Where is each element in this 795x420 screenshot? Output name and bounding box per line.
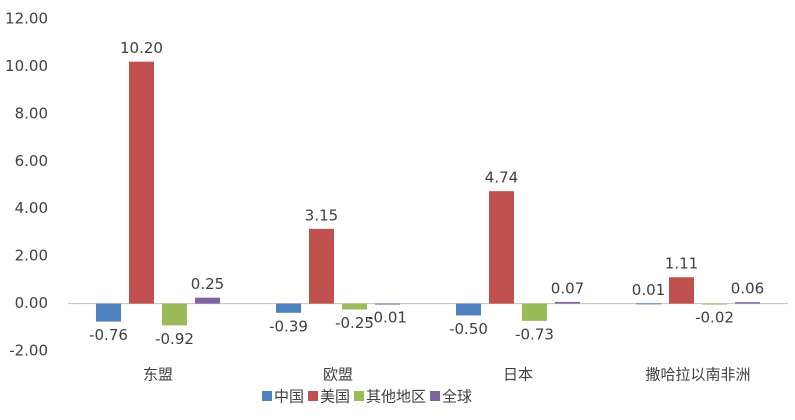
bar	[129, 61, 154, 304]
data-label: 4.74	[485, 169, 518, 187]
y-tick-label: 6.00	[15, 152, 48, 170]
data-label: -0.76	[89, 326, 128, 344]
data-label: -0.50	[449, 320, 488, 338]
x-tick-label: 东盟	[143, 366, 173, 384]
legend-label: 中国	[274, 388, 304, 406]
data-label: 0.06	[731, 280, 764, 298]
data-label: -0.01	[368, 308, 407, 326]
y-tick-label: 4.00	[15, 199, 48, 217]
x-tick-label: 欧盟	[323, 366, 353, 384]
data-label: -0.02	[695, 309, 734, 327]
legend-label: 其他地区	[366, 388, 426, 406]
data-label: 0.01	[632, 281, 665, 299]
bar	[702, 303, 727, 305]
data-label: 3.15	[305, 206, 338, 224]
data-label: -0.73	[515, 325, 554, 343]
y-tick-label: 12.00	[5, 10, 48, 28]
bar	[489, 191, 514, 304]
bar	[309, 228, 334, 304]
y-tick-label: 0.00	[15, 294, 48, 312]
legend-swatch	[354, 391, 365, 401]
data-label: -0.92	[155, 330, 194, 348]
bar	[375, 303, 400, 305]
data-label: 0.25	[191, 275, 224, 293]
x-tick-label: 日本	[503, 366, 533, 384]
bar	[735, 302, 760, 304]
legend-swatch	[262, 391, 272, 401]
y-tick-label: 2.00	[15, 247, 48, 265]
y-tick-label: -2.00	[9, 342, 48, 360]
data-label: -0.39	[269, 317, 308, 335]
bar	[456, 303, 481, 316]
bar	[669, 277, 694, 304]
y-tick-label: 10.00	[5, 57, 48, 75]
data-label: -0.25	[335, 314, 374, 332]
data-label: 0.07	[551, 279, 584, 297]
legend-label: 全球	[442, 388, 472, 406]
data-label: 10.20	[120, 39, 163, 57]
bar	[276, 303, 301, 313]
x-tick-label: 撒哈拉以南非洲	[645, 366, 750, 384]
legend-swatch	[308, 391, 319, 401]
bar	[555, 301, 580, 304]
bar	[522, 303, 547, 321]
bar	[195, 297, 220, 304]
data-label: 1.11	[665, 255, 698, 273]
legend-label: 美国	[320, 388, 350, 406]
bar	[342, 303, 367, 310]
y-tick-label: 8.00	[15, 104, 48, 122]
legend-swatch	[430, 391, 441, 401]
bar	[162, 303, 187, 326]
bar	[96, 303, 121, 322]
bar	[636, 303, 661, 305]
